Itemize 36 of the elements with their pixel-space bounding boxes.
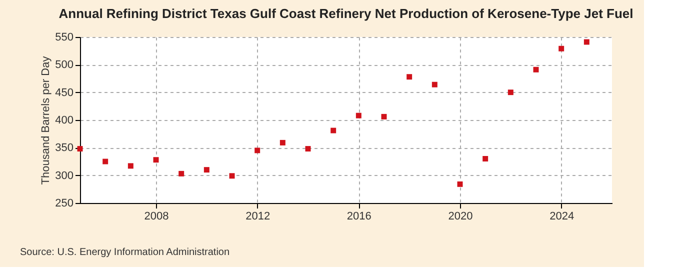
y-tick-label: 300: [55, 170, 74, 182]
y-tick-label: 450: [55, 86, 74, 99]
point: [305, 146, 311, 152]
point: [102, 158, 108, 164]
x-tick-label: 2012: [246, 210, 270, 222]
y-tick-label: 550: [55, 32, 74, 44]
point: [128, 163, 134, 169]
point: [356, 112, 362, 118]
source-note: Source: U.S. Energy Information Administration: [20, 247, 230, 258]
point: [330, 128, 336, 134]
point: [254, 148, 260, 154]
point: [508, 90, 514, 96]
point: [381, 114, 387, 120]
chart-title: Annual Refining District Texas Gulf Coast Refinery Net Production of Kerosene-Type Jet Fuel: [58, 6, 634, 21]
y-tick-label: 400: [55, 114, 74, 126]
point: [432, 82, 438, 88]
point: [77, 146, 83, 152]
x-tick-label: 2024: [550, 210, 574, 222]
point: [178, 170, 184, 176]
x-tick-label: 2016: [346, 210, 372, 222]
x-tick-label: 2008: [144, 210, 169, 222]
point: [280, 140, 286, 146]
y-tick-label: 350: [55, 142, 74, 154]
point: [482, 156, 488, 162]
point: [584, 39, 590, 45]
y-axis-title: Thousand Barrels per Day: [40, 56, 52, 185]
point: [457, 181, 463, 187]
point: [204, 167, 210, 173]
point: [153, 157, 159, 163]
x-tick-label: 2020: [448, 210, 473, 222]
y-tick-label: 250: [55, 198, 74, 210]
point: [406, 74, 412, 80]
y-tick-label: 500: [55, 59, 74, 72]
point: [229, 173, 235, 179]
point: [558, 46, 564, 52]
point: [533, 66, 539, 72]
